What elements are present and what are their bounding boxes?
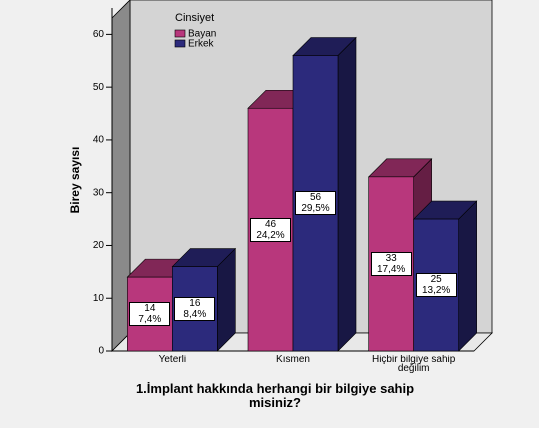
value-label: 56 29,5% bbox=[295, 191, 336, 216]
y-tick-label: 10 bbox=[93, 293, 105, 304]
legend-label: Bayan bbox=[188, 29, 216, 40]
y-axis-label: Birey sayısı bbox=[68, 147, 82, 214]
y-tick-label: 0 bbox=[98, 346, 104, 357]
value-label-box: 25 13,2% bbox=[415, 273, 457, 298]
y-tick-label: 60 bbox=[93, 29, 105, 40]
x-tick-label: Yeterli bbox=[158, 355, 187, 365]
x-tick-label-box: Yeterli bbox=[158, 355, 187, 365]
x-tick-label-box: Kısmen bbox=[276, 355, 310, 365]
value-label-box: 56 29,5% bbox=[295, 191, 336, 216]
x-tick-label: Hiçbir bilgiye sahip değilim bbox=[371, 355, 456, 374]
bar-side bbox=[337, 36, 357, 352]
chart-title: 1.İmplant hakkında herhangi bir bilgiye … bbox=[135, 382, 415, 410]
y-tick-label: 20 bbox=[93, 240, 105, 251]
y-tick-label: 50 bbox=[93, 82, 105, 93]
y-tick-label: 30 bbox=[93, 187, 105, 198]
value-label-box: 46 24,2% bbox=[250, 217, 291, 242]
value-label: 25 13,2% bbox=[415, 273, 457, 298]
title-box: 1.İmplant hakkında herhangi bir bilgiye … bbox=[135, 382, 415, 410]
value-label: 14 7,4% bbox=[129, 302, 171, 327]
legend-label: Erkek bbox=[188, 39, 215, 50]
value-label-box: 33 17,4% bbox=[370, 251, 412, 276]
value-label: 33 17,4% bbox=[370, 251, 412, 276]
legend-title: Cinsiyet bbox=[175, 12, 214, 24]
x-tick-label-box: Hiçbir bilgiye sahip değilim bbox=[371, 355, 456, 374]
legend-swatch bbox=[174, 39, 186, 48]
bar-side bbox=[458, 200, 477, 352]
value-label: 16 8,4% bbox=[174, 296, 216, 321]
y-tick-label: 40 bbox=[93, 135, 105, 146]
value-label: 46 24,2% bbox=[250, 217, 291, 242]
value-label-box: 16 8,4% bbox=[174, 296, 216, 321]
x-tick-label: Kısmen bbox=[276, 355, 310, 365]
legend-swatch bbox=[174, 29, 186, 38]
value-label-box: 14 7,4% bbox=[129, 302, 171, 327]
